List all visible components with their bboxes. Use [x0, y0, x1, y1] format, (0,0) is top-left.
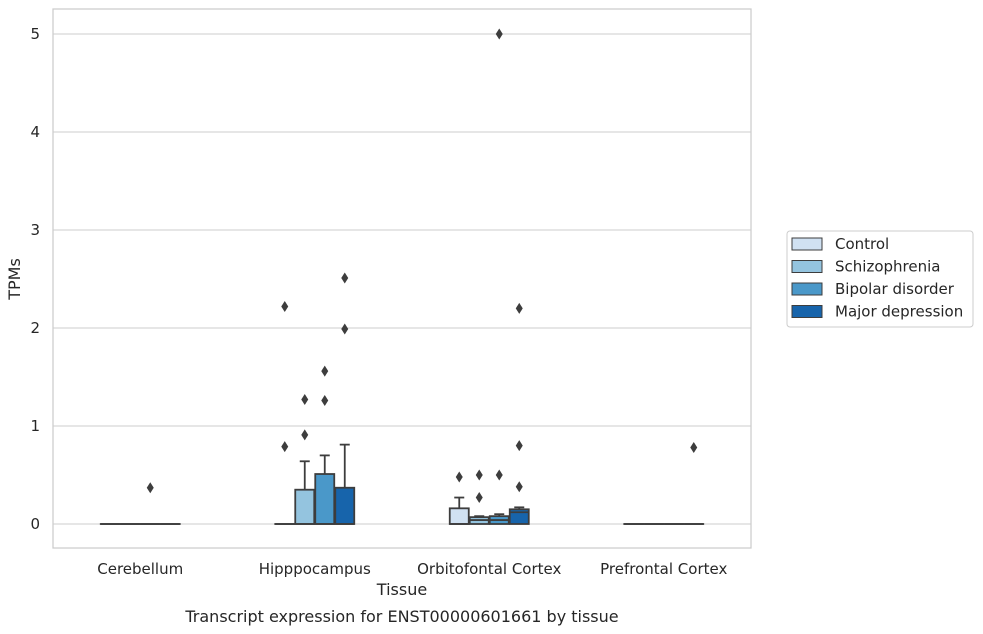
box-outlier-point [475, 469, 483, 481]
box-outlier-point [341, 272, 349, 284]
legend-swatch [791, 237, 823, 251]
box-body [448, 507, 470, 525]
box-outlier-point [495, 28, 503, 40]
y-tick-labels: 0 1 2 3 4 5 [30, 25, 40, 533]
gridlines [53, 33, 751, 525]
box-outlier-point [515, 440, 523, 452]
legend-label: Control [835, 235, 889, 253]
box-outlier-point [475, 492, 483, 504]
box-body [334, 486, 356, 525]
box-body [294, 488, 316, 525]
box-outlier-point [321, 365, 329, 377]
x-tick-label: Hipppocampus [259, 560, 371, 578]
box-outlier-point [281, 300, 289, 312]
box-outlier-point [515, 302, 523, 314]
box-outlier-point [281, 441, 289, 453]
box-outlier-point [146, 482, 154, 494]
box-outlier-point [301, 429, 309, 441]
x-axis-label: Tissue [376, 580, 427, 599]
series-group [119, 394, 665, 525]
y-tick-label: 0 [30, 515, 40, 533]
y-tick-label: 4 [30, 123, 40, 141]
series-group [139, 28, 685, 525]
box-outlier-point [455, 471, 463, 483]
x-tick-label: Cerebellum [97, 560, 183, 578]
legend-label: Major depression [835, 303, 963, 321]
legend-frame [786, 230, 974, 328]
box-outlier-point [515, 481, 523, 493]
series-group [159, 272, 705, 525]
box-outlier-point [495, 469, 503, 481]
box-outlier-point [690, 442, 698, 454]
x-tick-label: Orbitofontal Cortex [417, 560, 561, 578]
box-outlier-point [321, 395, 329, 407]
box-body [314, 473, 336, 525]
legend-swatch [791, 305, 823, 318]
legend-swatch [791, 260, 823, 273]
y-axis-label: TPMs [5, 258, 24, 301]
series-group [99, 300, 645, 525]
chart-caption: Transcript expression for ENST0000060166… [184, 607, 618, 626]
y-tick-label: 5 [30, 25, 40, 43]
y-tick-label: 1 [30, 417, 40, 435]
x-tick-label: Prefrontal Cortex [600, 560, 727, 578]
x-tick-labels: Cerebellum Hipppocampus Orbitofontal Corte… [97, 560, 727, 578]
legend-label: Bipolar disorder [835, 280, 955, 298]
legend-swatch [791, 282, 823, 296]
legend-label: Schizophrenia [835, 258, 940, 276]
legend: Control Schizophrenia Bipolar disorder Majo… [786, 230, 974, 328]
plot-frame [52, 8, 752, 549]
y-tick-label: 3 [30, 221, 40, 239]
y-tick-label: 2 [30, 319, 40, 337]
box-series [99, 28, 705, 525]
box-outlier-point [301, 394, 309, 406]
box-outlier-point [341, 323, 349, 335]
